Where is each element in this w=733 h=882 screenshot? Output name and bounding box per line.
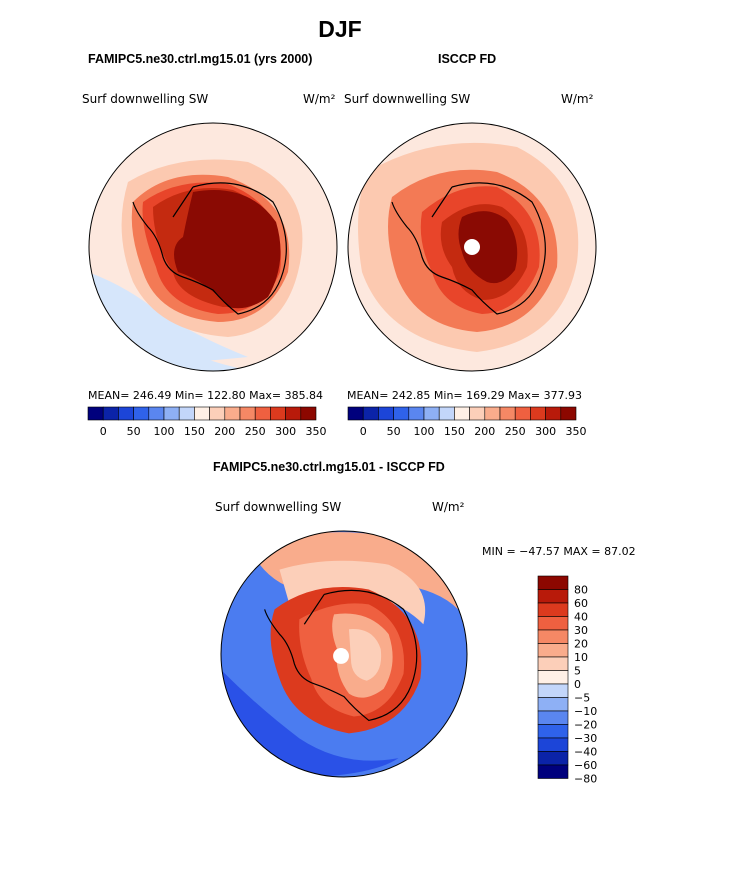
colorbar-swatch bbox=[537, 643, 569, 658]
colorbar-tick-label: 250 bbox=[245, 425, 266, 437]
right-stats: MEAN= 242.85 Min= 169.29 Max= 377.93 bbox=[347, 389, 583, 402]
colorbar-tick-label: 30 bbox=[574, 624, 588, 637]
left-variable-label: Surf downwelling SW bbox=[82, 92, 209, 106]
colorbar-tick-label: 5 bbox=[574, 665, 581, 678]
colorbar-swatch bbox=[537, 710, 569, 725]
colorbar-swatch bbox=[537, 589, 569, 604]
colorbar-swatch bbox=[537, 697, 569, 712]
colorbar-swatch bbox=[300, 406, 317, 421]
colorbar-swatch bbox=[537, 602, 569, 617]
colorbar-swatch bbox=[133, 406, 150, 421]
colorbar-swatch bbox=[530, 406, 546, 421]
colorbar-swatch bbox=[537, 724, 569, 739]
colorbar-tick-label: 150 bbox=[444, 425, 465, 437]
colorbar-tick-label: 250 bbox=[505, 425, 526, 437]
colorbar-swatch bbox=[537, 683, 569, 698]
diff-minmax: MIN = −47.57 MAX = 87.02 bbox=[482, 545, 636, 558]
colorbar-swatch bbox=[499, 406, 516, 421]
colorbar-tick-label: −30 bbox=[574, 732, 597, 745]
colorbar-tick-label: 300 bbox=[275, 425, 296, 437]
diff-panel-title: FAMIPC5.ne30.ctrl.mg15.01 - ISCCP FD bbox=[213, 460, 445, 474]
left-polar-map bbox=[88, 122, 338, 372]
colorbar-swatch bbox=[537, 737, 569, 752]
colorbar-tick-label: 350 bbox=[566, 425, 587, 437]
colorbar-swatch bbox=[537, 629, 569, 644]
colorbar-swatch bbox=[545, 406, 562, 421]
diff-polar-map bbox=[220, 530, 468, 778]
colorbar-swatch bbox=[209, 406, 226, 421]
colorbar-tick-label: −40 bbox=[574, 746, 597, 759]
colorbar-swatch bbox=[239, 406, 256, 421]
colorbar-swatch bbox=[514, 406, 531, 421]
right-panel-title: ISCCP FD bbox=[438, 52, 497, 66]
right-units-label: W/m² bbox=[561, 92, 594, 106]
colorbar-swatch bbox=[537, 670, 569, 685]
colorbar-swatch bbox=[148, 406, 165, 421]
left-stats: MEAN= 246.49 Min= 122.80 Max= 385.84 bbox=[88, 389, 324, 402]
colorbar-tick-label: 80 bbox=[574, 584, 588, 597]
colorbar-tick-label: 150 bbox=[184, 425, 205, 437]
page-title: DJF bbox=[318, 16, 362, 42]
colorbar-swatch bbox=[378, 406, 394, 421]
colorbar-swatch bbox=[224, 406, 241, 421]
colorbar-swatch bbox=[537, 575, 569, 590]
colorbar-swatch bbox=[484, 406, 501, 421]
right-variable-label: Surf downwelling SW bbox=[344, 92, 471, 106]
colorbar-swatch bbox=[163, 406, 180, 421]
colorbar-tick-label: −5 bbox=[574, 692, 590, 705]
colorbar-tick-label: −60 bbox=[574, 759, 597, 772]
colorbar-swatch bbox=[537, 751, 569, 766]
colorbar-tick-label: 0 bbox=[574, 678, 581, 691]
colorbar-swatch bbox=[537, 616, 569, 631]
colorbar-swatch bbox=[118, 406, 134, 421]
colorbar-swatch bbox=[347, 406, 364, 421]
colorbar-tick-label: −20 bbox=[574, 719, 597, 732]
colorbar-tick-label: 60 bbox=[574, 597, 588, 610]
colorbar-swatch bbox=[87, 406, 104, 421]
left-units-label: W/m² bbox=[303, 92, 336, 106]
pole-hole bbox=[333, 648, 349, 664]
right-colorbar: 0 50 100 150 200 250 300 350 bbox=[347, 406, 587, 437]
colorbar-tick-label: 100 bbox=[154, 425, 175, 437]
colorbar-tick-label: 20 bbox=[574, 638, 588, 651]
colorbar-tick-label: 0 bbox=[100, 425, 107, 437]
colorbar-swatch bbox=[270, 406, 286, 421]
colorbar-swatch bbox=[178, 406, 195, 421]
colorbar-swatch bbox=[393, 406, 410, 421]
colorbar-tick-label: 50 bbox=[387, 425, 401, 437]
colorbar-swatch bbox=[102, 406, 119, 421]
colorbar-tick-label: −80 bbox=[574, 773, 597, 784]
colorbar-tick-label: −10 bbox=[574, 705, 597, 718]
pole-hole bbox=[464, 239, 480, 255]
colorbar-swatch bbox=[254, 406, 271, 421]
left-panel-title: FAMIPC5.ne30.ctrl.mg15.01 (yrs 2000) bbox=[88, 52, 313, 66]
diff-variable-label: Surf downwelling SW bbox=[215, 500, 342, 514]
colorbar-swatch bbox=[560, 406, 577, 421]
colorbar-tick-label: 50 bbox=[127, 425, 141, 437]
colorbar-tick-label: 300 bbox=[535, 425, 556, 437]
colorbar-tick-label: 100 bbox=[414, 425, 435, 437]
colorbar-tick-label: 10 bbox=[574, 651, 588, 664]
colorbar-tick-label: 200 bbox=[214, 425, 235, 437]
colorbar-swatch bbox=[537, 764, 569, 779]
colorbar-swatch bbox=[537, 656, 569, 671]
colorbar-swatch bbox=[408, 406, 425, 421]
colorbar-tick-label: 0 bbox=[360, 425, 367, 437]
colorbar-tick-label: 40 bbox=[574, 611, 588, 624]
left-colorbar: 0 50 100 150 200 250 300 350 bbox=[87, 406, 327, 437]
colorbar-swatch bbox=[194, 406, 210, 421]
colorbar-swatch bbox=[423, 406, 440, 421]
colorbar-swatch bbox=[438, 406, 455, 421]
colorbar-swatch bbox=[469, 406, 486, 421]
colorbar-swatch bbox=[362, 406, 379, 421]
colorbar-tick-label: 200 bbox=[474, 425, 495, 437]
diff-units-label: W/m² bbox=[432, 500, 465, 514]
right-polar-map bbox=[347, 122, 597, 372]
colorbar-swatch bbox=[285, 406, 302, 421]
colorbar-tick-label: 350 bbox=[306, 425, 327, 437]
colorbar-swatch bbox=[454, 406, 470, 421]
